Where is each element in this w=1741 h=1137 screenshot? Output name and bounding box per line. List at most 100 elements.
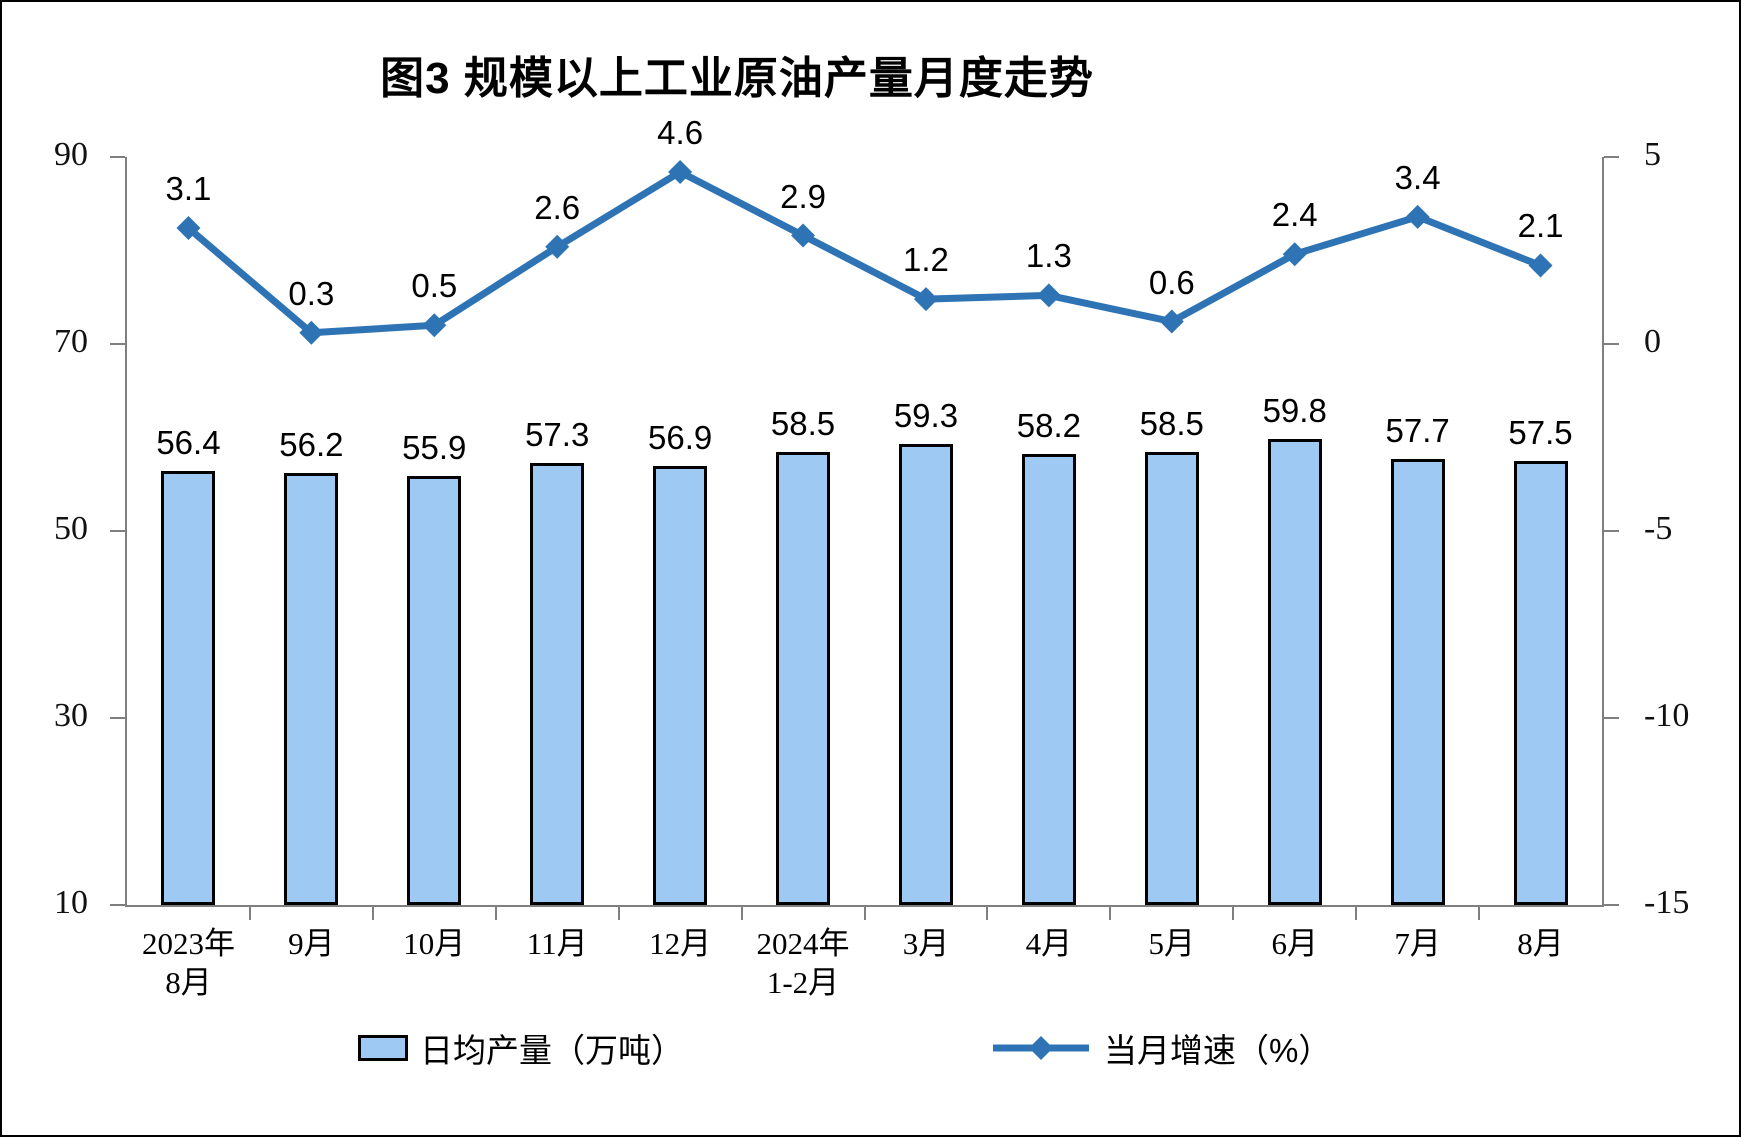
line-point-label: 2.6 bbox=[534, 188, 581, 226]
bar bbox=[1021, 454, 1076, 905]
x-axis-label-line: 2023年 bbox=[141, 926, 235, 961]
bar bbox=[776, 451, 831, 905]
line-point-label: 2.4 bbox=[1271, 196, 1318, 234]
line-point-label: 0.3 bbox=[288, 274, 335, 312]
x-axis-tick bbox=[494, 907, 497, 920]
line-point-marker bbox=[1036, 283, 1061, 308]
x-axis-label-line: 11月 bbox=[526, 926, 588, 961]
bar bbox=[1267, 439, 1322, 905]
growth-line bbox=[186, 168, 1542, 337]
x-axis-label: 5月 bbox=[1100, 924, 1243, 963]
line-point-label: 1.3 bbox=[1025, 237, 1072, 275]
left-axis-tick bbox=[110, 530, 125, 532]
bar-value-label: 57.5 bbox=[1508, 413, 1573, 451]
x-axis-label: 2024年 1-2月 bbox=[732, 924, 875, 1002]
line-point-label: 4.6 bbox=[657, 113, 704, 151]
bar bbox=[1144, 451, 1199, 905]
x-axis-label-line: 8月 bbox=[1517, 926, 1564, 961]
right-axis-tick-label: 5 bbox=[1644, 136, 1661, 173]
left-axis-tick bbox=[110, 904, 125, 906]
line-point-marker bbox=[1528, 253, 1553, 278]
bar-value-label: 57.7 bbox=[1385, 412, 1450, 449]
line-point-label: 1.2 bbox=[903, 241, 949, 279]
x-axis-tick bbox=[248, 907, 251, 920]
x-axis-line bbox=[125, 905, 1604, 907]
line-point-marker bbox=[422, 313, 447, 338]
right-axis-tick-label: -5 bbox=[1644, 510, 1673, 547]
left-axis-tick bbox=[110, 717, 125, 719]
bar bbox=[407, 475, 462, 905]
x-axis-label-line: 9月 bbox=[288, 926, 335, 961]
legend-item-line-series: 当月增速（%） bbox=[990, 1024, 1331, 1072]
right-axis-tick bbox=[1604, 156, 1619, 158]
x-axis-tick bbox=[740, 907, 743, 920]
bar-value-label: 56.9 bbox=[647, 419, 713, 457]
legend-label-line-series: 当月增速（%） bbox=[1104, 1032, 1332, 1069]
bar-value-label: 56.4 bbox=[156, 424, 221, 462]
x-axis-tick bbox=[617, 907, 620, 920]
left-axis-tick bbox=[110, 343, 125, 345]
x-axis-tick bbox=[863, 907, 866, 920]
left-axis-tick-label: 90 bbox=[54, 136, 88, 173]
x-axis-tick bbox=[1478, 907, 1481, 920]
bar-value-label: 58.2 bbox=[1016, 407, 1081, 445]
bar-value-label: 58.5 bbox=[770, 404, 836, 442]
bar bbox=[530, 462, 585, 905]
bar-value-label: 57.3 bbox=[525, 415, 590, 453]
left-axis-line bbox=[125, 157, 127, 905]
line-point-label: 0.6 bbox=[1148, 263, 1195, 301]
line-point-label: 3.4 bbox=[1394, 158, 1441, 196]
bar bbox=[284, 473, 339, 905]
x-axis-label: 9月 bbox=[240, 924, 383, 963]
x-axis-label-line: 7月 bbox=[1394, 926, 1441, 961]
left-axis-tick bbox=[110, 156, 125, 158]
legend-item-bar-series: 日均产量（万吨） bbox=[358, 1024, 684, 1072]
bar bbox=[653, 466, 708, 905]
right-axis-tick bbox=[1604, 717, 1619, 719]
x-axis-label: 10月 bbox=[363, 924, 506, 963]
right-axis-tick bbox=[1604, 904, 1619, 906]
left-axis-tick-label: 50 bbox=[54, 510, 88, 547]
line-point-marker bbox=[1282, 242, 1307, 267]
chart-title: 图3 规模以上工业原油产量月度走势 bbox=[380, 54, 1094, 103]
x-axis-label-line: 8月 bbox=[165, 965, 212, 1000]
line-point-label: 2.1 bbox=[1517, 207, 1564, 245]
right-axis-line bbox=[1602, 157, 1604, 905]
line-point-marker bbox=[791, 223, 816, 248]
x-axis-label-line: 12月 bbox=[649, 926, 712, 961]
x-axis-tick bbox=[986, 907, 989, 920]
right-axis-tick-label: -15 bbox=[1644, 884, 1690, 921]
x-axis-label: 8月 bbox=[1469, 924, 1612, 963]
right-axis-tick-label: 0 bbox=[1644, 323, 1661, 360]
x-axis-label: 4月 bbox=[977, 924, 1120, 963]
x-axis-label-line: 5月 bbox=[1148, 926, 1196, 961]
line-point-label: 2.9 bbox=[780, 177, 826, 215]
x-axis-tick bbox=[1232, 907, 1235, 920]
right-axis-tick bbox=[1604, 343, 1619, 345]
bar bbox=[161, 471, 216, 905]
bar-value-label: 55.9 bbox=[402, 428, 467, 466]
x-axis-label-line: 6月 bbox=[1271, 926, 1318, 961]
x-axis-label-line: 10月 bbox=[403, 926, 466, 961]
x-axis-tick bbox=[1355, 907, 1358, 920]
line-point-marker bbox=[1159, 309, 1184, 334]
line-point-marker bbox=[668, 159, 693, 184]
x-axis-tick bbox=[1109, 907, 1112, 920]
bar-value-label: 56.2 bbox=[279, 426, 344, 464]
x-axis-label-line: 1-2月 bbox=[766, 965, 840, 1000]
line-series-swatch-icon bbox=[993, 1036, 1089, 1060]
line-point-marker bbox=[545, 234, 570, 259]
line-point-marker bbox=[299, 320, 324, 345]
x-axis-label: 3月 bbox=[855, 924, 998, 963]
x-axis-tick bbox=[371, 907, 374, 920]
line-point-marker bbox=[1405, 204, 1430, 229]
x-axis-label-line: 3月 bbox=[902, 926, 950, 961]
bar bbox=[1513, 460, 1568, 905]
line-point-label: 3.1 bbox=[165, 170, 212, 208]
line-point-label: 0.5 bbox=[411, 267, 458, 305]
x-axis-label: 7月 bbox=[1346, 924, 1489, 963]
line-point-marker bbox=[913, 287, 938, 312]
x-axis-label-line: 2024年 bbox=[756, 926, 850, 961]
bar-value-label: 59.3 bbox=[893, 397, 959, 435]
